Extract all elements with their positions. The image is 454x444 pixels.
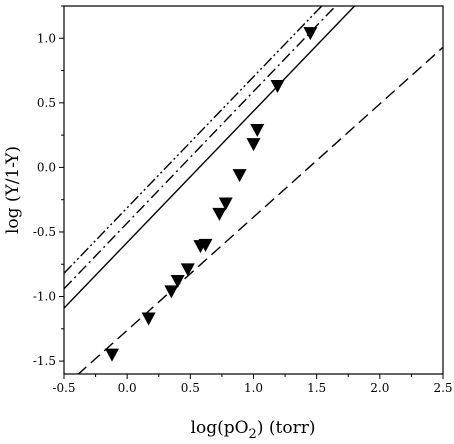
data-point-4 <box>170 275 185 289</box>
x-axis-title: log(pO2) (torr) <box>191 418 316 442</box>
y-tick-label: -1.5 <box>33 354 56 368</box>
y-tick-label: -0.5 <box>33 225 56 239</box>
x-tick-label: -0.5 <box>52 381 75 395</box>
data-point-13 <box>270 80 285 94</box>
data-points <box>105 27 318 362</box>
fit-line-solid <box>64 6 356 309</box>
x-tick-label: 0.0 <box>118 381 137 395</box>
data-point-14 <box>303 27 318 41</box>
data-point-3 <box>164 285 179 299</box>
data-point-10 <box>232 169 247 183</box>
y-tick-label: -1.0 <box>33 290 56 304</box>
data-point-9 <box>218 197 233 211</box>
x-tick-label: 2.0 <box>370 381 389 395</box>
x-tick-label: 2.5 <box>433 381 452 395</box>
x-tick-label: 0.5 <box>181 381 200 395</box>
fit-lines <box>64 6 443 374</box>
x-tick-label: 1.0 <box>244 381 263 395</box>
plot-area-frame <box>63 5 444 375</box>
data-point-1 <box>105 348 120 362</box>
y-axis-title: log (Y/1-Y) <box>3 146 23 234</box>
y-tick-label: 0.5 <box>37 96 56 110</box>
data-point-2 <box>141 312 156 326</box>
data-point-8 <box>212 207 227 221</box>
axis-ticks: -0.5 0.0 0.5 1.0 1.5 2.0 2.5 -1.5 -1.0 -0.5 0.0 0.5… <box>33 5 453 395</box>
data-point-11 <box>246 138 261 152</box>
data-point-7 <box>198 238 213 252</box>
x-tick-label: 1.5 <box>307 381 326 395</box>
data-point-12 <box>250 123 265 137</box>
data-point-5 <box>180 263 195 277</box>
fit-line-dashed <box>77 46 443 374</box>
fit-line-dash-dot <box>64 6 337 290</box>
y-tick-label: 0.0 <box>37 160 56 174</box>
y-tick-label: 1.0 <box>37 31 56 45</box>
fit-line-dash-dot-dot <box>64 6 323 274</box>
